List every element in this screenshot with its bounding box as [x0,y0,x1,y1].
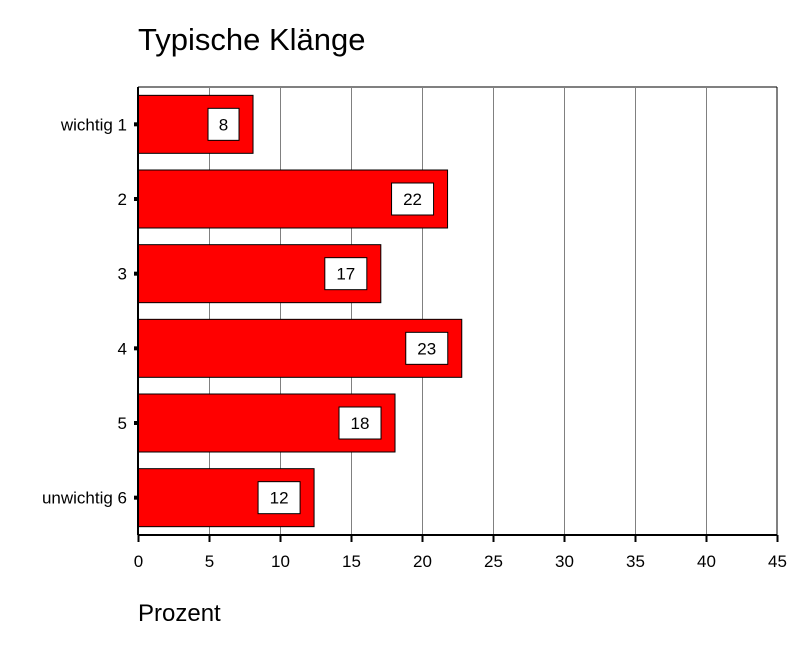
data-label: 23 [417,339,436,358]
data-label: 18 [351,414,370,433]
x-tick-label: 20 [413,552,432,571]
y-tick-mark [134,346,138,351]
y-tick-label: 3 [118,265,127,284]
x-tick-label: 30 [555,552,574,571]
y-tick-label: 4 [118,339,127,358]
data-label: 22 [403,190,422,209]
data-label-box [405,331,449,365]
y-tick-mark [134,421,138,425]
chart-title: Typische Klänge [138,22,366,57]
data-label-box [207,107,240,141]
x-tick-label: 45 [768,552,787,571]
x-tick-label: 15 [342,552,361,571]
x-tick-label: 10 [271,552,290,571]
x-tick-label: 5 [205,552,214,571]
data-label: 17 [336,265,355,284]
data-label-box [338,406,382,440]
y-tick-mark [134,495,138,500]
x-tick-label: 0 [134,552,143,571]
data-label-box [391,182,435,216]
y-tick-mark [134,271,138,276]
data-label-box [324,257,368,291]
y-tick-label: wichtig 1 [60,115,127,134]
data-label: 12 [270,489,289,508]
x-tick-label: 40 [697,552,716,571]
y-tick-label: unwichtig 6 [42,489,127,508]
x-axis-label: Prozent [138,600,221,627]
y-tick-mark [134,122,138,127]
y-tick-mark [134,197,138,201]
x-tick-label: 25 [484,552,503,571]
data-label-box [257,481,301,515]
y-tick-label: 5 [118,414,127,433]
data-label: 8 [219,115,228,134]
y-tick-label: 2 [118,190,127,209]
x-tick-label: 35 [626,552,645,571]
